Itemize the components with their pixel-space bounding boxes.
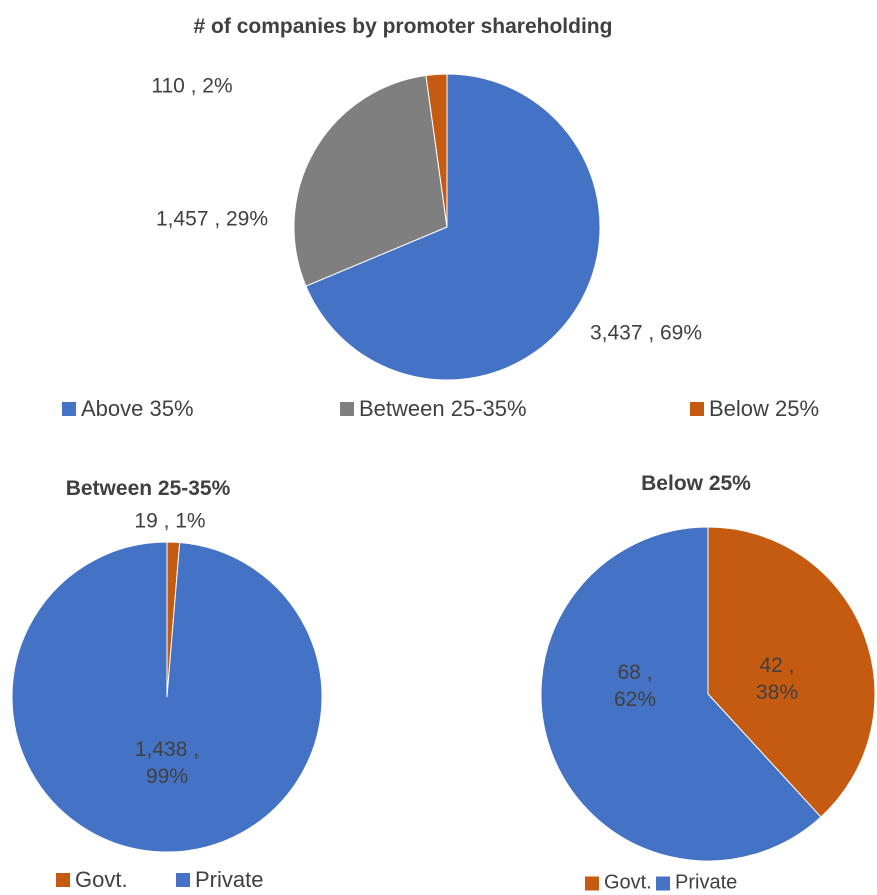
data-label: 1,438 , 99% [134, 738, 200, 788]
data-label: 68 , 62% [613, 661, 657, 711]
legend-swatch [656, 876, 670, 890]
legend-label: Govt. [75, 867, 128, 892]
legend-swatch [56, 873, 70, 887]
data-label: 19 , 1% [134, 509, 206, 533]
legend-label: Above 35% [81, 396, 194, 421]
pie-slice [11, 541, 323, 853]
legend-label: Between 25-35% [359, 396, 527, 421]
legend-item: Govt. [56, 867, 128, 893]
legend-item: Above 35% [62, 396, 194, 422]
chart-title: Between 25-35% [65, 477, 231, 500]
data-label: 1,457 , 29% [155, 207, 269, 231]
legend-swatch [340, 402, 354, 416]
legend-label: Below 25% [709, 396, 820, 421]
legend-swatch [176, 873, 190, 887]
legend-item: Private [656, 872, 737, 895]
legend-swatch [585, 876, 599, 890]
pie-slice [425, 73, 448, 228]
legend-swatch [690, 402, 704, 416]
data-label: 110 , 2% [151, 74, 233, 98]
legend-item: Private [176, 867, 263, 893]
legend-item: Between 25-35% [340, 396, 527, 422]
pie-slice [707, 526, 876, 818]
chart-title: # of companies by promoter shareholding [193, 15, 613, 38]
pie-slice [305, 73, 601, 381]
chart-title: Below 25% [641, 472, 751, 495]
legend-item: Govt. [585, 872, 652, 895]
pie-slice [540, 526, 822, 862]
legend-label: Private [195, 867, 264, 892]
legend-swatch [62, 402, 76, 416]
legend-item: Below 25% [690, 396, 819, 422]
legend-label: Private [675, 871, 738, 894]
pie-slice [293, 74, 448, 287]
legend-label: Govt. [604, 871, 652, 894]
data-label: 42 , 38% [755, 654, 799, 704]
data-label: 3,437 , 69% [589, 321, 703, 345]
